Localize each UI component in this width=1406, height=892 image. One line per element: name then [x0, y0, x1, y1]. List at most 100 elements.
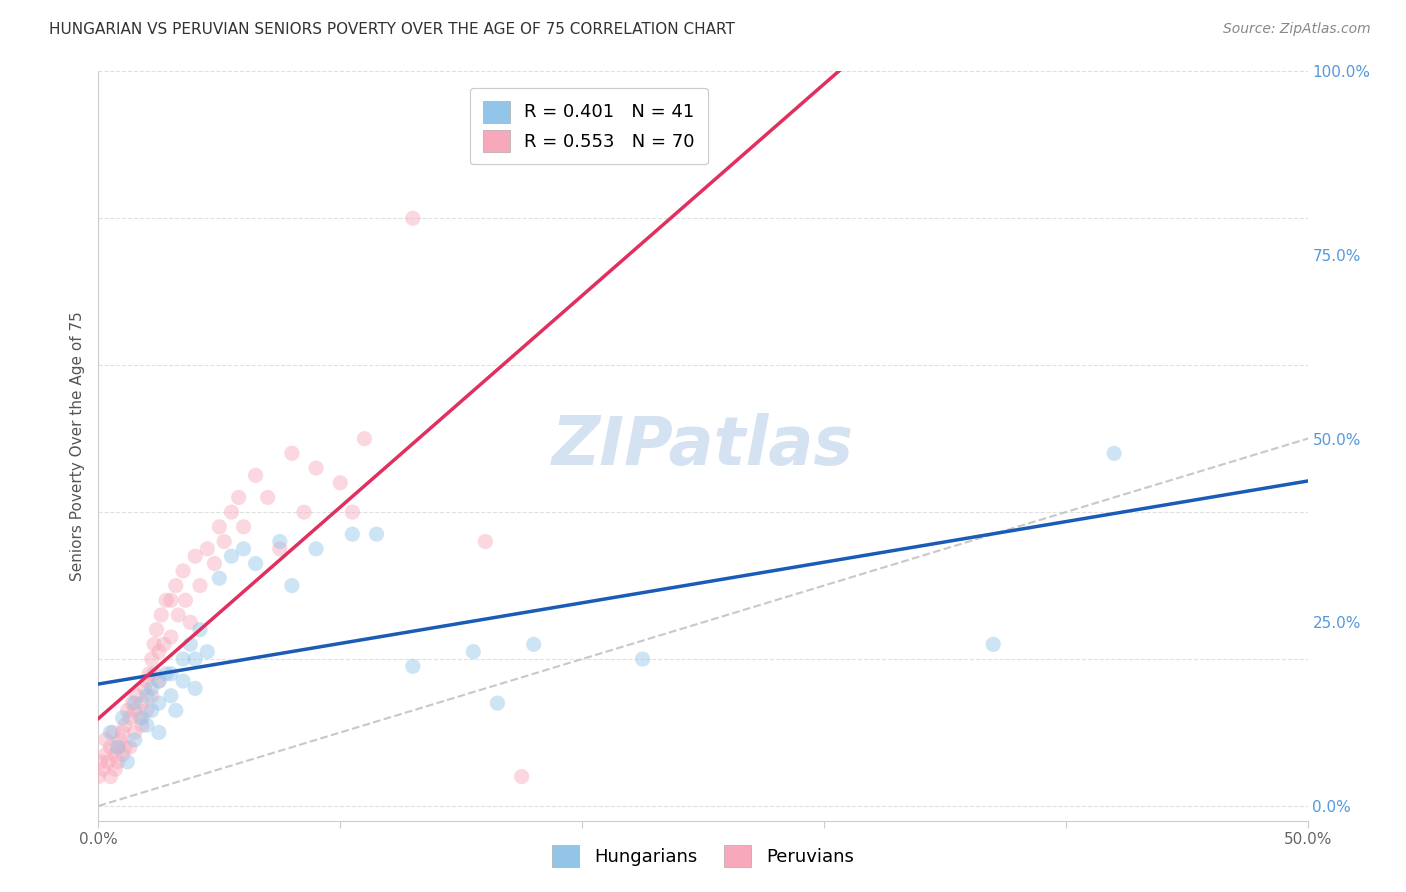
Point	[523, 637, 546, 651]
Point	[510, 770, 533, 784]
Point	[141, 652, 163, 666]
Point	[486, 696, 509, 710]
Point	[100, 770, 122, 784]
Point	[135, 718, 157, 732]
Point	[91, 762, 114, 776]
Point	[208, 571, 231, 585]
Point	[104, 762, 127, 776]
Point	[114, 740, 136, 755]
Point	[131, 711, 153, 725]
Point	[124, 725, 146, 739]
Point	[342, 505, 364, 519]
Point	[135, 674, 157, 689]
Point	[172, 674, 194, 689]
Point	[179, 615, 201, 630]
Point	[155, 666, 177, 681]
Point	[474, 534, 496, 549]
Point	[167, 607, 190, 622]
Point	[90, 755, 112, 769]
Point	[148, 645, 170, 659]
Point	[305, 461, 328, 475]
Point	[160, 689, 183, 703]
Point	[94, 747, 117, 762]
Point	[463, 645, 485, 659]
Point	[232, 541, 254, 556]
Point	[221, 505, 243, 519]
Point	[118, 740, 141, 755]
Legend: Hungarians, Peruvians: Hungarians, Peruvians	[546, 838, 860, 874]
Text: Source: ZipAtlas.com: Source: ZipAtlas.com	[1223, 22, 1371, 37]
Point	[232, 520, 254, 534]
Point	[135, 689, 157, 703]
Point	[148, 725, 170, 739]
Point	[150, 607, 173, 622]
Point	[631, 652, 654, 666]
Point	[118, 711, 141, 725]
Point	[269, 541, 291, 556]
Point	[256, 491, 278, 505]
Point	[172, 652, 194, 666]
Point	[172, 564, 194, 578]
Point	[135, 703, 157, 717]
Point	[188, 623, 211, 637]
Point	[228, 491, 250, 505]
Point	[402, 211, 425, 226]
Point	[160, 593, 183, 607]
Point	[281, 578, 304, 592]
Point	[366, 527, 388, 541]
Point	[114, 718, 136, 732]
Point	[108, 732, 131, 747]
Point	[148, 674, 170, 689]
Point	[305, 541, 328, 556]
Point	[107, 740, 129, 755]
Point	[221, 549, 243, 564]
Point	[143, 637, 166, 651]
Point	[100, 740, 122, 755]
Point	[1102, 446, 1125, 460]
Point	[329, 475, 352, 490]
Point	[165, 703, 187, 717]
Point	[145, 623, 167, 637]
Point	[184, 681, 207, 696]
Point	[245, 557, 267, 571]
Point	[138, 666, 160, 681]
Point	[188, 578, 211, 592]
Point	[174, 593, 197, 607]
Point	[143, 666, 166, 681]
Point	[195, 645, 218, 659]
Point	[134, 681, 156, 696]
Legend: R = 0.401   N = 41, R = 0.553   N = 70: R = 0.401 N = 41, R = 0.553 N = 70	[470, 88, 707, 164]
Point	[101, 725, 124, 739]
Point	[212, 534, 235, 549]
Point	[148, 696, 170, 710]
Point	[208, 520, 231, 534]
Point	[100, 725, 122, 739]
Point	[165, 578, 187, 592]
Point	[155, 593, 177, 607]
Point	[184, 652, 207, 666]
Point	[111, 747, 134, 762]
Point	[160, 630, 183, 644]
Point	[141, 681, 163, 696]
Point	[160, 666, 183, 681]
Point	[179, 637, 201, 651]
Point	[141, 703, 163, 717]
Text: HUNGARIAN VS PERUVIAN SENIORS POVERTY OVER THE AGE OF 75 CORRELATION CHART: HUNGARIAN VS PERUVIAN SENIORS POVERTY OV…	[49, 22, 735, 37]
Point	[124, 703, 146, 717]
Point	[204, 557, 226, 571]
Point	[195, 541, 218, 556]
Point	[245, 468, 267, 483]
Y-axis label: Seniors Poverty Over the Age of 75: Seniors Poverty Over the Age of 75	[69, 311, 84, 581]
Point	[184, 549, 207, 564]
Point	[141, 689, 163, 703]
Point	[107, 755, 129, 769]
Point	[104, 747, 127, 762]
Point	[87, 770, 110, 784]
Point	[269, 534, 291, 549]
Text: ZIPatlas: ZIPatlas	[553, 413, 853, 479]
Point	[107, 740, 129, 755]
Point	[148, 674, 170, 689]
Point	[94, 732, 117, 747]
Point	[124, 696, 146, 710]
Point	[152, 637, 174, 651]
